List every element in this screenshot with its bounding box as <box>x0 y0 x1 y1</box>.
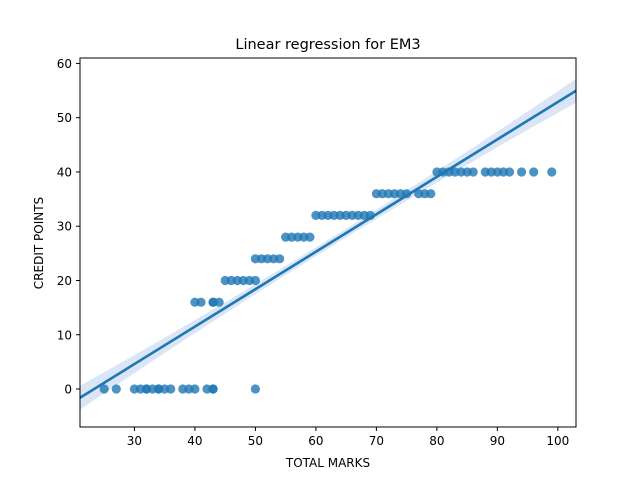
data-point <box>166 384 176 394</box>
x-tick-label: 100 <box>546 434 569 448</box>
data-point <box>99 384 109 394</box>
data-point <box>250 275 260 286</box>
data-point <box>111 384 121 394</box>
data-point <box>426 189 436 199</box>
data-point <box>547 167 557 177</box>
plot-frame <box>79 57 577 428</box>
data-point <box>517 167 527 177</box>
y-tick-label: 40 <box>57 165 72 179</box>
y-tick-label: 30 <box>57 220 72 234</box>
data-point <box>275 254 285 264</box>
x-tick-label: 50 <box>248 434 263 448</box>
data-point <box>305 232 315 242</box>
x-tick-label: 30 <box>127 434 142 448</box>
data-point <box>529 167 539 177</box>
x-tick-label: 90 <box>490 434 505 448</box>
data-point <box>208 297 218 307</box>
chart-title: Linear regression for EM3 <box>235 37 420 53</box>
x-tick-label: 70 <box>369 434 384 448</box>
scatter-points <box>99 167 557 394</box>
x-tick-label: 40 <box>187 434 202 448</box>
data-point <box>208 384 218 394</box>
data-point <box>196 297 206 307</box>
regression-line-group <box>79 89 577 399</box>
x-tick-label: 60 <box>308 434 323 448</box>
x-axis-label: TOTAL MARKS <box>285 456 370 470</box>
regression-line <box>79 89 577 399</box>
y-tick-label: 0 <box>64 383 72 397</box>
y-tick-label: 10 <box>57 328 72 342</box>
data-point <box>250 384 260 394</box>
data-point <box>468 167 478 177</box>
y-tick-label: 60 <box>57 57 72 71</box>
axes: 30 40 50 60 70 80 90 100 0 10 20 30 40 50 60 <box>57 57 577 448</box>
data-point <box>190 384 200 394</box>
x-tick-label: 80 <box>429 434 444 448</box>
y-tick-label: 20 <box>57 274 72 288</box>
y-tick-label: 50 <box>57 111 72 125</box>
data-point <box>504 167 515 177</box>
y-axis-label: CREDIT POINTS <box>32 197 46 289</box>
